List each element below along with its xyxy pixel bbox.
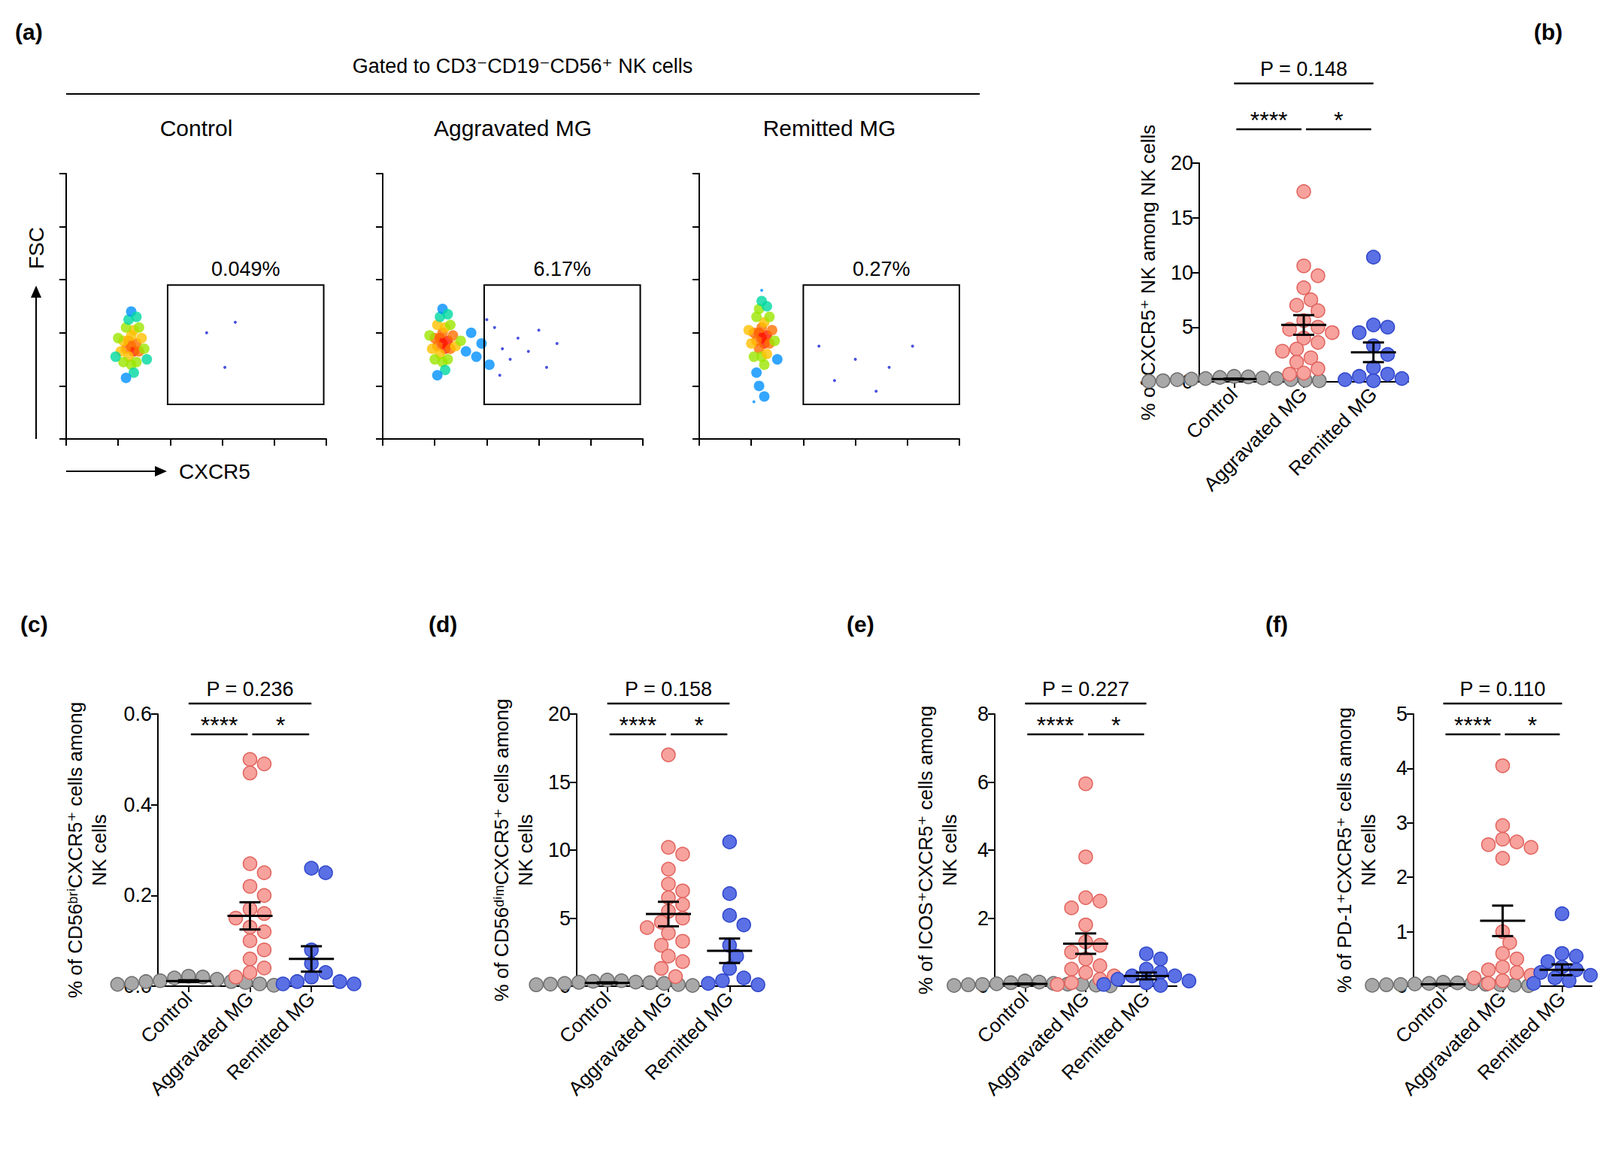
svg-text:Gated to CD3⁻CD19⁻CD56⁺ NK cel: Gated to CD3⁻CD19⁻CD56⁺ NK cells — [352, 54, 693, 78]
svg-text:4: 4 — [1396, 757, 1408, 780]
svg-text:(d): (d) — [428, 612, 458, 637]
svg-text:*: * — [1333, 106, 1343, 134]
svg-text:0.4: 0.4 — [123, 793, 152, 817]
svg-text:Aggravated MG: Aggravated MG — [145, 987, 258, 1100]
svg-text:Remitted MG: Remitted MG — [1472, 987, 1570, 1085]
svg-text:****: **** — [1454, 712, 1492, 740]
svg-text:NK cells: NK cells — [514, 814, 537, 886]
svg-text:6.17%: 6.17% — [533, 257, 591, 281]
svg-text:Remitted MG: Remitted MG — [1057, 987, 1155, 1085]
svg-text:P = 0.227: P = 0.227 — [1042, 678, 1130, 701]
svg-text:Control: Control — [160, 115, 234, 141]
svg-text:20: 20 — [548, 703, 571, 726]
svg-text:(c): (c) — [20, 612, 49, 637]
svg-text:P = 0.158: P = 0.158 — [624, 678, 713, 701]
svg-text:% of CXCR5⁺ NK among NK cells: % of CXCR5⁺ NK among NK cells — [1136, 124, 1160, 422]
svg-text:****: **** — [618, 712, 657, 740]
svg-text:Control: Control — [136, 987, 197, 1048]
svg-text:Remitted MG: Remitted MG — [639, 987, 737, 1085]
svg-text:20: 20 — [1170, 151, 1194, 175]
svg-text:4: 4 — [977, 839, 989, 862]
svg-text:****: **** — [1250, 106, 1288, 134]
svg-text:2: 2 — [977, 907, 989, 931]
svg-text:Control: Control — [1390, 987, 1452, 1048]
svg-text:Aggravated MG: Aggravated MG — [1199, 382, 1313, 496]
svg-text:10: 10 — [1170, 261, 1194, 285]
svg-text:(a): (a) — [15, 19, 43, 45]
svg-text:NK cells: NK cells — [1357, 814, 1380, 886]
svg-text:Control: Control — [554, 987, 616, 1048]
svg-text:****: **** — [1036, 712, 1075, 740]
svg-text:Aggravated MG: Aggravated MG — [981, 987, 1094, 1100]
svg-text:P = 0.236: P = 0.236 — [206, 678, 294, 701]
svg-text:3: 3 — [1396, 812, 1408, 835]
svg-text:2: 2 — [1396, 866, 1408, 889]
svg-text:P = 0.110: P = 0.110 — [1460, 678, 1546, 701]
svg-text:P = 0.148: P = 0.148 — [1260, 57, 1348, 81]
svg-text:(f): (f) — [1265, 612, 1288, 637]
svg-text:0.2: 0.2 — [123, 884, 152, 907]
svg-text:0.0: 0.0 — [123, 975, 152, 998]
svg-text:*: * — [693, 712, 704, 740]
svg-text:Aggravated MG: Aggravated MG — [433, 115, 592, 141]
svg-text:Control: Control — [972, 987, 1033, 1048]
svg-text:1: 1 — [1396, 921, 1408, 944]
svg-text:5: 5 — [1396, 703, 1408, 726]
svg-text:% of CD56ᵇʳⁱCXCR5⁺ cells among: % of CD56ᵇʳⁱCXCR5⁺ cells among — [63, 702, 87, 999]
svg-text:Remitted MG: Remitted MG — [221, 987, 319, 1085]
svg-text:(e): (e) — [846, 612, 875, 637]
svg-text:5: 5 — [1181, 315, 1194, 339]
svg-text:Control: Control — [1181, 382, 1242, 443]
svg-text:15: 15 — [1170, 206, 1194, 230]
svg-text:Remitted MG: Remitted MG — [763, 115, 897, 141]
svg-text:% of ICOS⁺CXCR5⁺ cells among: % of ICOS⁺CXCR5⁺ cells among — [914, 706, 937, 995]
svg-text:CXCR5: CXCR5 — [178, 460, 251, 484]
svg-text:0.27%: 0.27% — [852, 257, 911, 281]
svg-text:Remitted MG: Remitted MG — [1284, 382, 1382, 480]
svg-text:Aggravated MG: Aggravated MG — [1397, 987, 1511, 1100]
svg-text:*: * — [1527, 712, 1537, 740]
svg-text:% of PD-1⁺CXCR5⁺ cells among: % of PD-1⁺CXCR5⁺ cells among — [1333, 707, 1356, 994]
svg-text:0.6: 0.6 — [123, 703, 152, 726]
svg-text:NK cells: NK cells — [87, 814, 111, 886]
svg-text:6: 6 — [977, 771, 989, 794]
svg-text:5: 5 — [559, 907, 571, 931]
svg-text:15: 15 — [548, 771, 571, 794]
svg-text:NK cells: NK cells — [938, 814, 961, 886]
svg-text:8: 8 — [977, 703, 989, 726]
svg-text:10: 10 — [548, 839, 571, 862]
svg-text:0.049%: 0.049% — [211, 257, 281, 281]
svg-text:*: * — [275, 712, 285, 740]
svg-text:*: * — [1111, 712, 1121, 740]
svg-text:****: **** — [200, 712, 239, 740]
svg-text:(b): (b) — [1533, 19, 1563, 45]
svg-text:Aggravated MG: Aggravated MG — [563, 987, 677, 1100]
svg-text:FSC: FSC — [24, 227, 49, 270]
svg-text:% of CD56ᵈⁱᵐCXCR5⁺ cells among: % of CD56ᵈⁱᵐCXCR5⁺ cells among — [490, 699, 513, 1003]
